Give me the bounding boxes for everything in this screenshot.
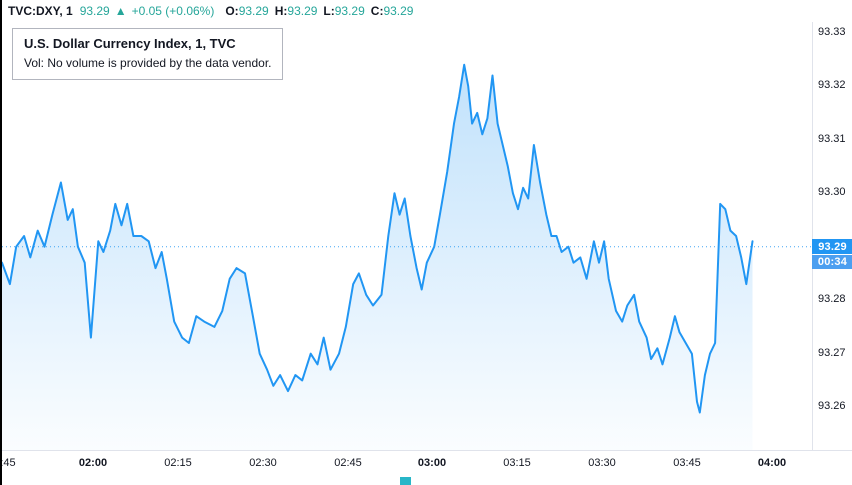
y-axis-label: 93.26 [818, 400, 846, 412]
change-arrow-icon: ▲ [114, 4, 127, 18]
y-axis-label: 93.33 [818, 26, 846, 38]
last-price: 93.29 [79, 4, 110, 18]
x-axis-label: 02:45 [334, 457, 362, 469]
high-value: 93.29 [287, 4, 318, 18]
high-label: H: [274, 4, 288, 18]
open-value: 93.29 [238, 4, 269, 18]
bar-countdown-value: 00:34 [817, 256, 848, 268]
x-axis-label: 02:30 [249, 457, 277, 469]
legend-title: U.S. Dollar Currency Index, 1, TVC [24, 36, 236, 51]
bar-countdown-badge: 00:34 [812, 255, 852, 269]
price-chart-svg[interactable] [2, 22, 812, 450]
x-axis-label: 03:00 [417, 457, 447, 469]
last-price-badge: 93.29 [812, 239, 852, 254]
price-line [2, 63, 754, 414]
price-axis[interactable]: 93.29 00:34 93.3393.3293.3193.3093.2993.… [812, 22, 852, 450]
y-axis-label: 93.31 [818, 133, 846, 145]
symbol-title[interactable]: TVC:DXY, 1 [8, 4, 73, 18]
low-value: 93.29 [334, 4, 365, 18]
legend-volume-note: Vol: No volume is provided by the data v… [24, 56, 272, 70]
close-label: C: [370, 4, 384, 18]
y-axis-label: 93.27 [818, 347, 846, 359]
x-axis-label: 02:00 [78, 457, 108, 469]
low-label: L: [323, 4, 335, 18]
open-label: O: [225, 4, 239, 18]
chart-plot-area[interactable] [2, 22, 812, 450]
x-axis-label: 02:15 [164, 457, 192, 469]
x-axis-label: 03:15 [503, 457, 531, 469]
x-axis-label: 03:30 [588, 457, 616, 469]
chart-legend[interactable]: U.S. Dollar Currency Index, 1, TVC Vol: … [12, 28, 284, 80]
y-axis-label: 93.32 [818, 79, 846, 91]
close-value: 93.29 [383, 4, 414, 18]
x-axis-label: 03:45 [673, 457, 701, 469]
bottom-logo-fragment [400, 477, 411, 485]
x-axis-label: :45 [0, 457, 16, 469]
time-axis[interactable]: :45 02:00 02:15 02:30 02:45 03:00 03:15 03:30 03… [2, 450, 852, 475]
area-fill [2, 64, 753, 450]
x-axis-label: 04:00 [757, 457, 787, 469]
change-value: +0.05 (+0.06%) [131, 4, 215, 18]
y-axis-label: 93.28 [818, 293, 846, 305]
symbol-info-bar: TVC:DXY, 1 93.29 ▲ +0.05 (+0.06%) O: 93.… [2, 0, 852, 22]
y-axis-label: 93.30 [818, 186, 846, 198]
last-price-badge-value: 93.29 [818, 240, 847, 253]
